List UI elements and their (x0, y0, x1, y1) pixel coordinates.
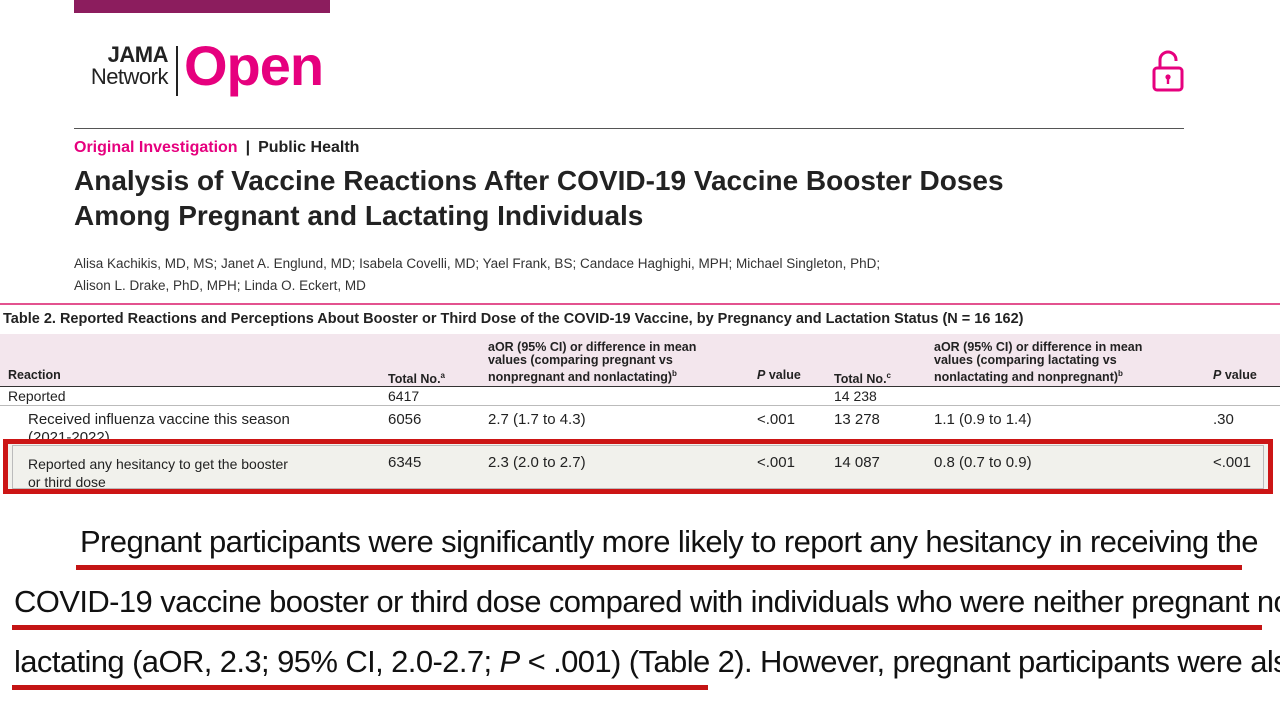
table-cell: 13 278 (834, 411, 880, 428)
col-header-total-lactating: Total No.c (834, 371, 891, 387)
table-cell: 1.1 (0.9 to 1.4) (934, 411, 1032, 428)
col-header-aor-lactating: aOR (95% CI) or difference in mean value… (934, 340, 1143, 385)
highlight-underline-1 (76, 565, 1242, 570)
highlight-box (3, 439, 1273, 494)
logo-jama-text: JAMA (107, 42, 169, 67)
unlock-icon[interactable] (1152, 50, 1184, 92)
table-cell: 14 087 (834, 454, 880, 471)
table-cell: 14 238 (834, 388, 877, 404)
table-cell: 2.7 (1.7 to 4.3) (488, 411, 586, 428)
table-cell: 0.8 (0.7 to 0.9) (934, 454, 1032, 471)
col-header-total-pregnant: Total No.a (388, 371, 445, 387)
table-cell: 6056 (388, 411, 422, 428)
table-row-reported-label: Reported (8, 388, 66, 404)
col-header-aor-pregnant: aOR (95% CI) or difference in mean value… (488, 340, 697, 385)
logo-network-text: Network (90, 64, 169, 89)
table-cell: 6345 (388, 454, 422, 471)
table-caption: Table 2. Reported Reactions and Percepti… (3, 311, 1024, 327)
col-header-p-pregnant: P value (757, 368, 801, 382)
table-header (0, 334, 1280, 387)
table-top-rule (0, 303, 1280, 305)
col-header-reaction: Reaction (8, 368, 61, 382)
logo-divider (176, 46, 178, 96)
logo-open-text: Open (184, 34, 324, 97)
article-title: Analysis of Vaccine Reactions After COVI… (74, 165, 1004, 231)
table-row-hesitancy-label: Reported any hesitancy to get the booste… (28, 456, 288, 490)
header-divider (74, 128, 1184, 129)
table-cell: .30 (1213, 411, 1234, 428)
highlight-underline-2 (12, 625, 1262, 630)
table-cell: <.001 (757, 411, 795, 428)
excerpt-line-2: COVID-19 vaccine booster or third dose c… (14, 584, 1280, 619)
excerpt-line-3: lactating (aOR, 2.3; 95% CI, 2.0-2.7; P … (14, 644, 1280, 679)
col-header-p-lactating: P value (1213, 368, 1257, 382)
article-type[interactable]: Original Investigation (74, 139, 238, 156)
table-cell: 2.3 (2.0 to 2.7) (488, 454, 586, 471)
header-accent-bar (74, 0, 330, 13)
table-cell: <.001 (757, 454, 795, 471)
table-cell: 6417 (388, 388, 420, 404)
highlight-underline-3 (12, 685, 708, 690)
table-cell: <.001 (1213, 454, 1251, 471)
author-list: Alisa Kachikis, MD, MS; Janet A. Englund… (74, 256, 881, 293)
article-kicker: Original Investigation | Public Health (74, 139, 360, 156)
article-topic[interactable]: Public Health (258, 139, 360, 156)
excerpt-line-1: Pregnant participants were significantly… (80, 524, 1259, 559)
